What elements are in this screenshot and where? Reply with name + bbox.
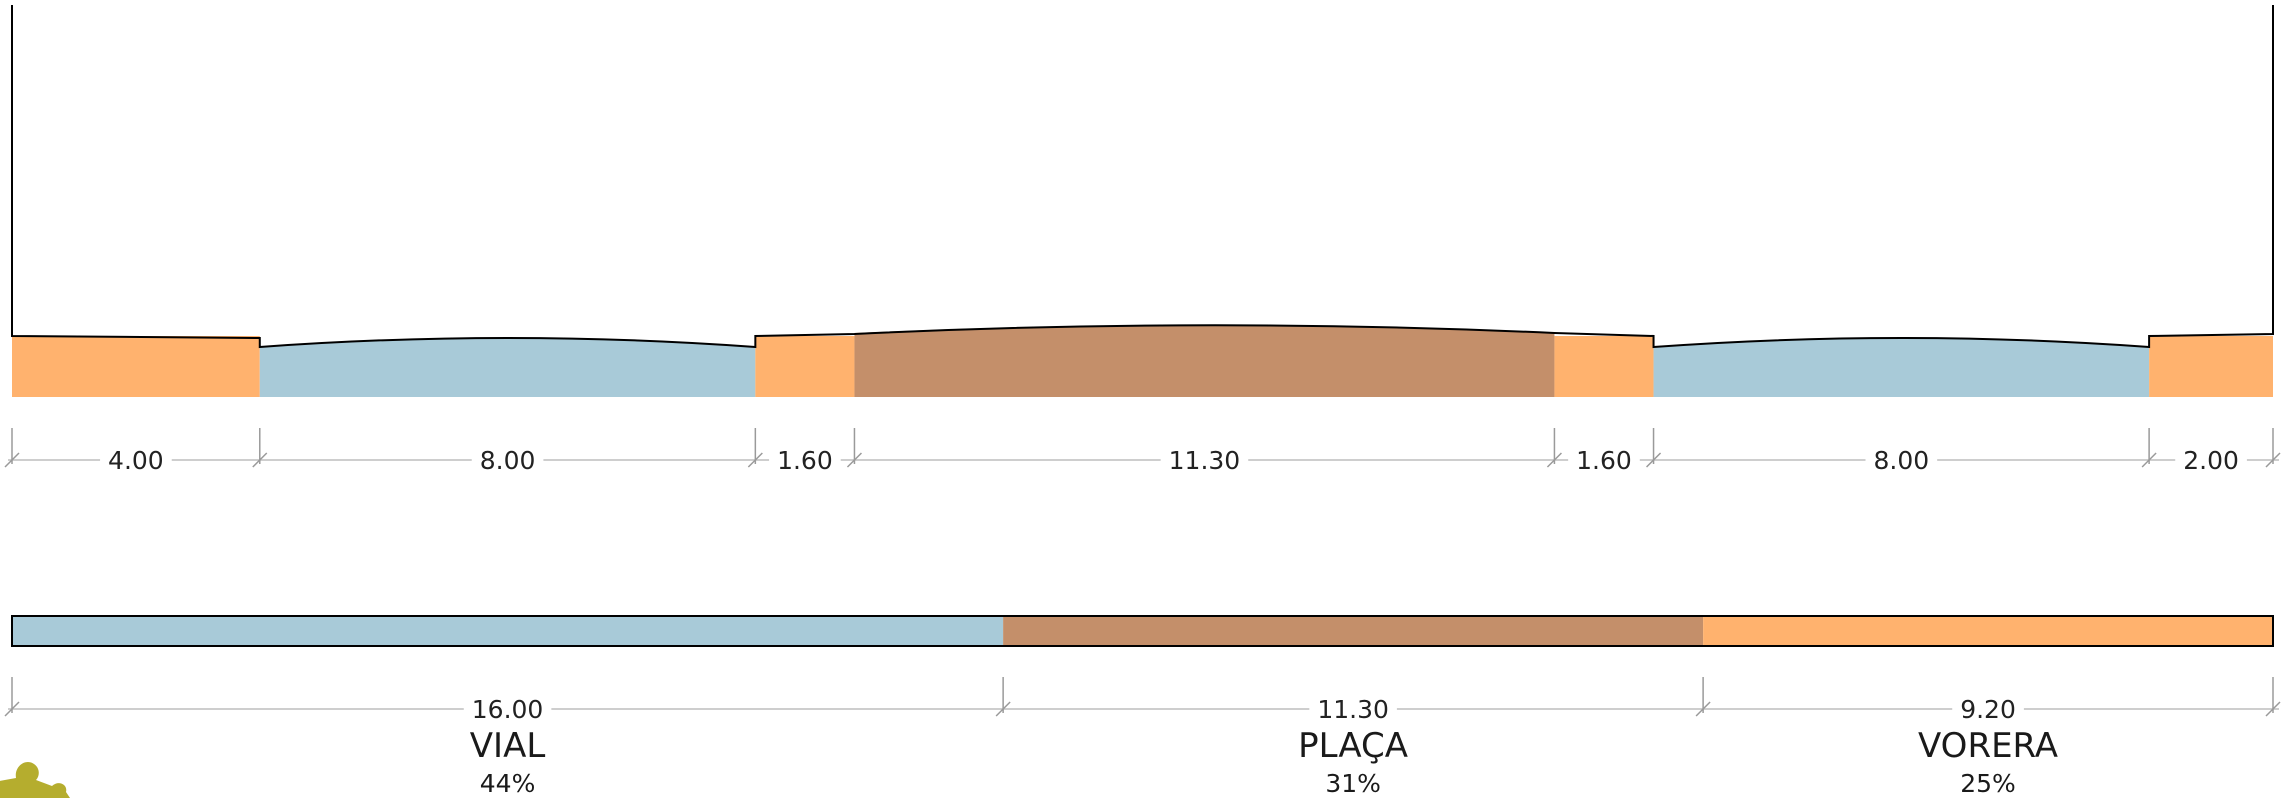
section-dim-label-bg xyxy=(769,444,841,477)
section-dim-label: 1.60 xyxy=(777,446,833,475)
section-dim-label: 1.60 xyxy=(1576,446,1632,475)
proportion-bar-outline xyxy=(11,615,2274,647)
category-percent-vial: 44% xyxy=(480,769,536,798)
proportion-bar-vial xyxy=(12,616,1004,646)
section-dim-label: 4.00 xyxy=(108,446,164,475)
proportion-dimension-line: 16.00 11.30 9.20 VIAL 44% PLAÇA 31% VORERA 25% xyxy=(4,677,2281,798)
section-segment-vorera xyxy=(1554,336,1654,397)
section-segment-vial xyxy=(1653,338,2150,397)
section-dim-label: 8.00 xyxy=(1873,446,1929,475)
section-dim-label-bg xyxy=(471,444,544,477)
section-dim-label-bg xyxy=(2175,444,2247,477)
proportion-dim-tick-slash xyxy=(1695,701,1711,717)
proportion-dim-label-bg xyxy=(1952,693,2024,726)
category-name-placa: PLAÇA xyxy=(1298,726,1408,766)
section-segment-placa xyxy=(854,325,1555,397)
section-dim-tick-slash xyxy=(4,452,20,468)
category-percent-placa: 31% xyxy=(1325,769,1381,798)
section-dim-label: 2.00 xyxy=(2183,446,2239,475)
section-dim-label-bg xyxy=(1160,444,1249,477)
proportion-dim-tick-slash xyxy=(2265,701,2281,717)
section-dim-tick-slash xyxy=(1546,452,1562,468)
proportion-dim-tick-slash xyxy=(4,701,20,717)
proportion-bar xyxy=(11,615,2274,647)
section-dim-label-bg xyxy=(100,444,172,477)
section-dim-tick-slash xyxy=(846,452,862,468)
section-dim-label: 8.00 xyxy=(480,446,536,475)
category-name-vorera: VORERA xyxy=(1918,726,2058,766)
section-segment-vorera xyxy=(2149,336,2273,397)
proportion-bar-vorera xyxy=(1703,616,2273,646)
proportion-dim-label: 16.00 xyxy=(472,695,544,724)
street-section-profile xyxy=(11,5,2274,349)
section-dim-tick-slash xyxy=(2265,452,2281,468)
proportion-dim-label: 11.30 xyxy=(1317,695,1389,724)
section-dim-tick-slash xyxy=(252,452,268,468)
section-segment-vorera xyxy=(12,336,260,397)
section-dim-tick-slash xyxy=(747,452,763,468)
section-dim-label: 11.30 xyxy=(1169,446,1241,475)
category-percent-vorera: 25% xyxy=(1960,769,2016,798)
section-segment-vorera xyxy=(755,336,855,397)
proportion-dim-label-bg xyxy=(463,693,552,726)
proportion-dim-label: 9.20 xyxy=(1960,695,2016,724)
street-section-fills xyxy=(12,325,2273,397)
category-name-vial: VIAL xyxy=(470,726,546,766)
section-dim-tick-slash xyxy=(2141,452,2157,468)
section-segment-vial xyxy=(259,338,756,397)
puzzle-piece-icon xyxy=(0,761,70,798)
section-dim-tick-slash xyxy=(1646,452,1662,468)
proportion-dim-label-bg xyxy=(1309,693,1397,726)
section-dimension-line: 4.00 8.00 1.60 11.30 1.60 8.00 2.00 xyxy=(4,428,2281,477)
proportion-dim-tick-slash xyxy=(995,701,1011,717)
section-dim-label-bg xyxy=(1865,444,1938,477)
proportion-bar-placa xyxy=(1003,616,1704,646)
section-dim-label-bg xyxy=(1568,444,1640,477)
